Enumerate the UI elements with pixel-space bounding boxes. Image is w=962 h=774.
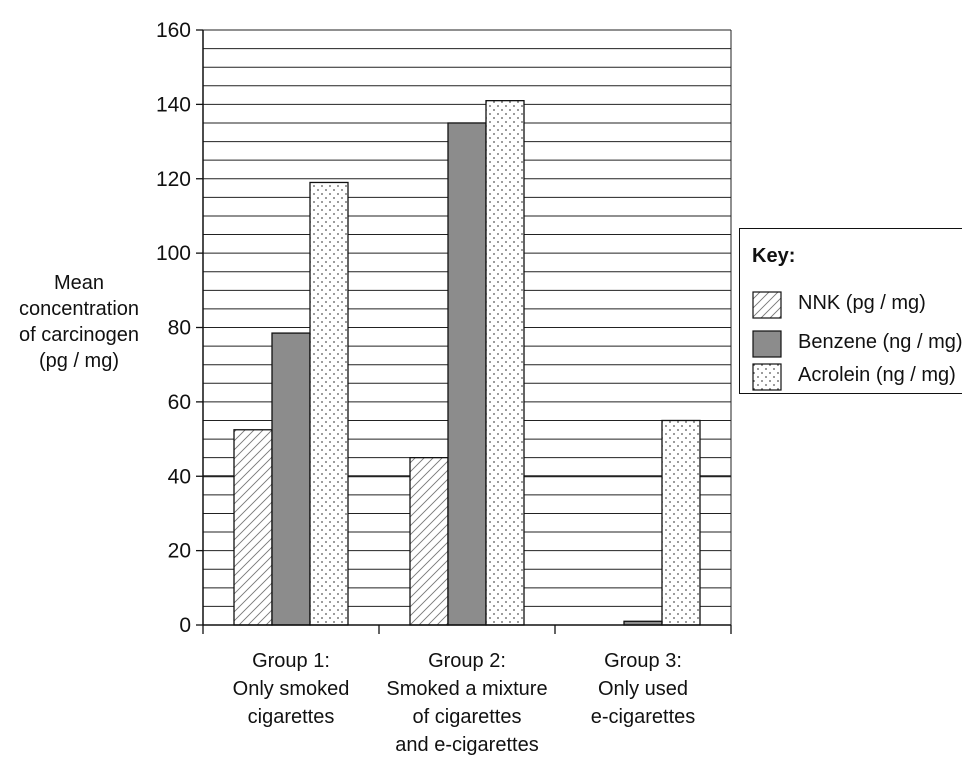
y-axis-label-line: concentration <box>18 298 140 320</box>
solid-swatch-icon <box>752 330 782 358</box>
x-category-label: Only used <box>598 678 688 700</box>
y-axis-label-line: Mean <box>53 272 105 294</box>
y-axis-label-line: (pg / mg) <box>38 350 120 372</box>
hatch-swatch-icon <box>752 291 782 319</box>
y-tick-label: 60 <box>168 391 191 414</box>
y-tick-label: 0 <box>179 614 191 637</box>
legend-label: Acrolein (ng / mg) <box>798 364 956 386</box>
legend-title: Key: <box>752 245 796 267</box>
x-category-label: e-cigarettes <box>591 706 696 728</box>
x-category-label: Group 3: <box>604 650 682 672</box>
bar-hatch-2 <box>409 457 449 626</box>
bar-solid-1 <box>271 332 311 626</box>
bar-solid-2 <box>447 122 487 626</box>
x-category-label: Group 1: <box>252 650 330 672</box>
x-category-label: Smoked a mixture <box>386 678 547 700</box>
axes <box>196 29 732 634</box>
y-tick-label: 140 <box>156 93 191 116</box>
y-tick-label: 160 <box>156 19 191 42</box>
dots-swatch-icon <box>752 363 782 391</box>
y-tick-label: 80 <box>168 317 191 340</box>
bar-hatch-1 <box>233 429 273 626</box>
x-category-label: and e-cigarettes <box>395 734 538 756</box>
y-tick-label: 120 <box>156 168 191 191</box>
y-tick-label: 20 <box>168 540 191 563</box>
x-category-label: cigarettes <box>248 706 335 728</box>
y-axis-label: Mean concentration of carcinogen (pg / m… <box>0 270 158 374</box>
x-category-label: of cigarettes <box>413 706 522 728</box>
legend-label: Benzene (ng / mg) <box>798 331 962 353</box>
x-category-label: Group 2: <box>428 650 506 672</box>
bar-dots-1 <box>309 181 349 626</box>
y-tick-label: 100 <box>156 242 191 265</box>
bar-dots-3 <box>661 419 701 626</box>
y-tick-label: 40 <box>168 465 191 488</box>
legend-label: NNK (pg / mg) <box>798 292 926 314</box>
y-axis-label-line: of carcinogen <box>18 324 140 346</box>
bars <box>233 100 701 626</box>
bar-dots-2 <box>485 100 525 626</box>
legend: Key: NNK (pg / mg) Benzene (ng / mg) Acr… <box>739 228 962 394</box>
x-category-label: Only smoked <box>233 678 350 700</box>
x-category-labels: Group 1: Only smoked cigarettes Group 2: Smo… <box>233 650 696 756</box>
y-tick-labels: 0 20 40 60 80 100 120 140 160 <box>156 19 191 637</box>
